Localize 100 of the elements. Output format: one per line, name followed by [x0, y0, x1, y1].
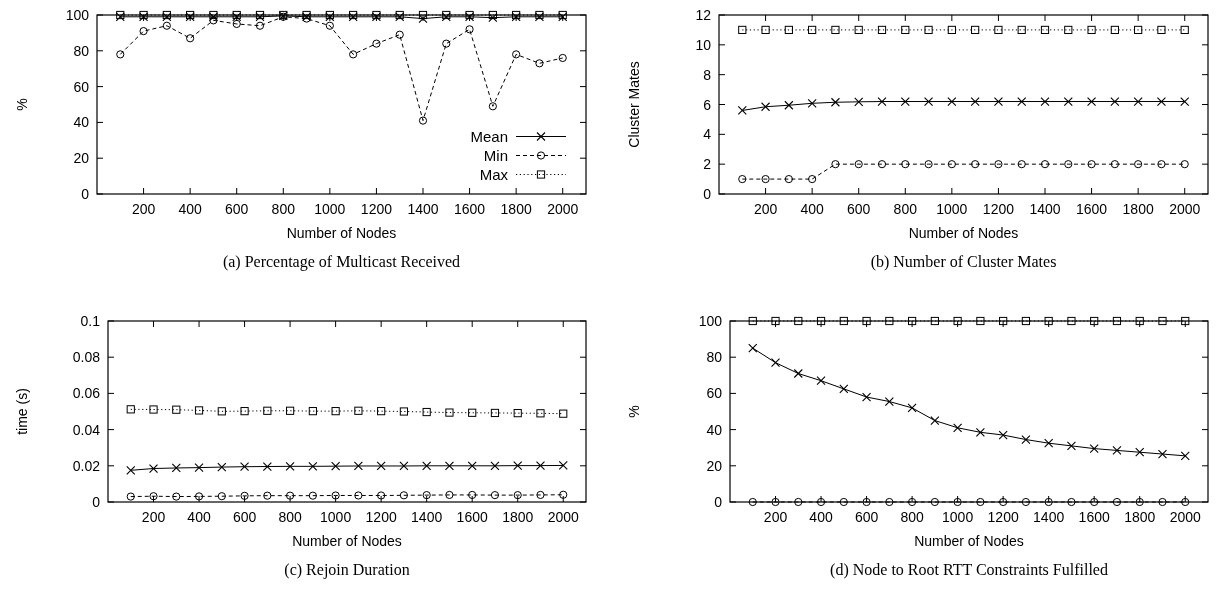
- point: [445, 408, 454, 417]
- point: [559, 409, 568, 418]
- point: [831, 25, 840, 35]
- point: [1157, 160, 1166, 169]
- point: [1040, 160, 1050, 169]
- y-tick-label: 60: [706, 385, 723, 402]
- point: [854, 97, 864, 107]
- point: [217, 462, 227, 472]
- point: [490, 491, 500, 500]
- point: [947, 96, 957, 107]
- legend-label: Mean: [470, 128, 508, 145]
- point: [126, 405, 135, 414]
- x-tick-label: 1400: [1029, 201, 1061, 217]
- point: [1064, 160, 1073, 169]
- point: [558, 460, 568, 470]
- point: [748, 497, 757, 507]
- x-tick-label: 1200: [987, 509, 1019, 525]
- x-tick-label: 1600: [453, 201, 486, 217]
- point: [467, 461, 477, 471]
- y-tick-label: 80: [73, 42, 90, 59]
- point: [1017, 96, 1027, 107]
- point: [399, 407, 409, 416]
- y-axis-title: Cluster Mates: [626, 61, 642, 148]
- point: [353, 461, 363, 471]
- point: [465, 25, 474, 34]
- point: [1067, 316, 1076, 326]
- point: [331, 407, 340, 416]
- x-tick-label: 200: [763, 509, 788, 525]
- point: [1157, 25, 1166, 35]
- point: [930, 497, 939, 507]
- point: [377, 407, 386, 416]
- point: [999, 316, 1008, 326]
- y-tick-label: 40: [73, 114, 90, 131]
- point: [1180, 96, 1190, 107]
- point: [286, 406, 295, 415]
- point: [513, 409, 522, 418]
- x-tick-label: 1600: [456, 509, 488, 525]
- x-tick-label: 800: [271, 201, 296, 217]
- point: [308, 461, 318, 471]
- x-tick-label: 400: [178, 201, 203, 217]
- point: [1021, 316, 1031, 326]
- point: [971, 25, 980, 35]
- x-tick-label: 1400: [407, 201, 439, 217]
- point: [999, 497, 1008, 507]
- point: [422, 491, 431, 500]
- point: [422, 461, 432, 471]
- point: [263, 406, 272, 415]
- y-tick-label: 100: [698, 313, 723, 329]
- point: [1110, 96, 1120, 107]
- point: [784, 100, 794, 110]
- point: [194, 406, 204, 415]
- point: [148, 463, 159, 474]
- x-axis-title: Number of Nodes: [286, 225, 397, 241]
- point: [976, 497, 985, 507]
- point: [839, 316, 848, 326]
- point: [808, 174, 817, 184]
- point: [232, 19, 241, 29]
- y-tick-label: 0: [92, 494, 101, 510]
- point: [372, 39, 381, 48]
- point: [535, 461, 546, 471]
- x-tick-label: 1000: [320, 509, 352, 525]
- point: [240, 491, 249, 500]
- point: [240, 407, 249, 416]
- x-tick-label: 1600: [1078, 509, 1110, 525]
- x-tick-label: 600: [232, 509, 257, 525]
- x-tick-label: 2000: [1169, 201, 1201, 217]
- x-tick-label: 600: [854, 509, 879, 525]
- y-tick-label: 0: [714, 494, 723, 510]
- y-tick-label: 8: [703, 66, 712, 83]
- point: [784, 174, 793, 184]
- y-tick-label: 60: [73, 78, 90, 95]
- point: [1064, 25, 1073, 35]
- point: [488, 10, 497, 20]
- point: [976, 316, 985, 326]
- point: [308, 491, 317, 500]
- point: [285, 461, 295, 471]
- point: [862, 316, 871, 326]
- point: [149, 492, 158, 501]
- point: [488, 13, 498, 23]
- point: [263, 491, 272, 500]
- y-axis-title: %: [14, 98, 30, 111]
- x-tick-label: 600: [225, 201, 249, 217]
- point: [998, 430, 1008, 440]
- x-tick-label: 1000: [942, 509, 974, 525]
- point: [1021, 435, 1031, 445]
- point: [354, 491, 363, 500]
- point: [901, 25, 910, 35]
- x-tick-label: 1800: [1124, 509, 1156, 525]
- point: [418, 10, 428, 20]
- point: [331, 491, 340, 500]
- point: [1181, 316, 1190, 326]
- y-tick-label: 0.1: [80, 313, 101, 329]
- x-tick-label: 800: [893, 201, 918, 217]
- point: [1112, 445, 1122, 455]
- point: [901, 160, 910, 169]
- y-tick-label: 40: [706, 421, 723, 438]
- point: [399, 461, 409, 471]
- x-tick-label: 200: [131, 201, 156, 217]
- point: [468, 490, 477, 500]
- point: [1040, 96, 1050, 107]
